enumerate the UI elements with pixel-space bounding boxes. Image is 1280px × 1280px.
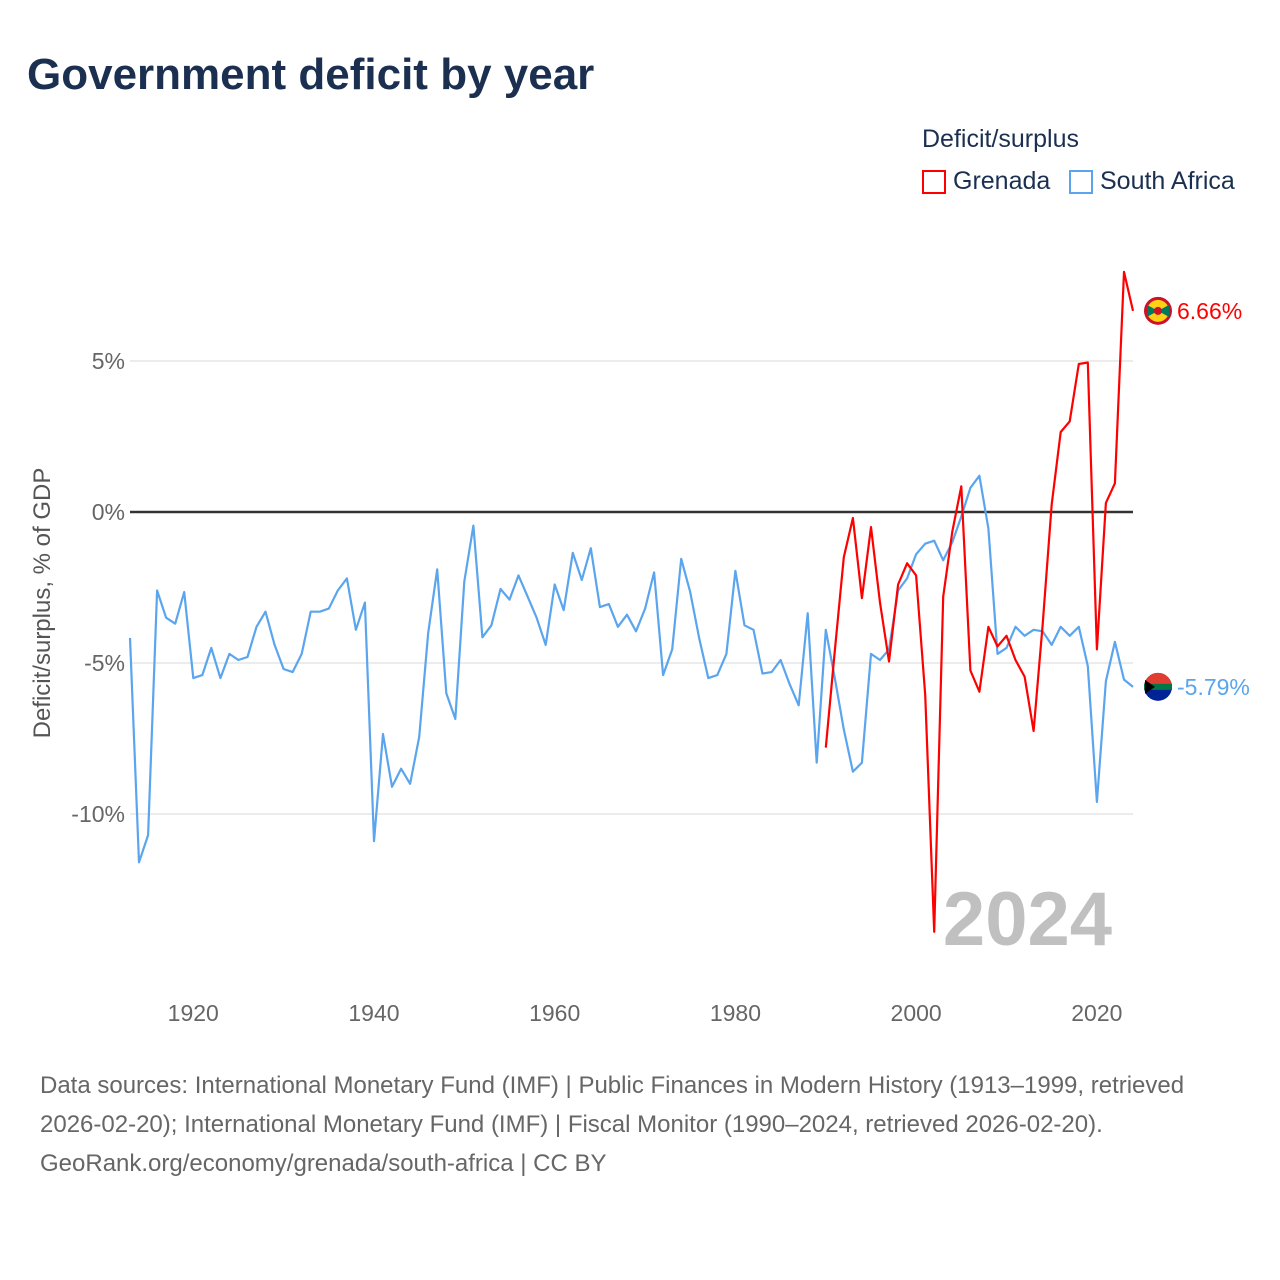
legend-label: Grenada [953, 167, 1051, 195]
x-tick-label: 2020 [1071, 1000, 1122, 1026]
legend-swatch-grenada [922, 169, 946, 194]
end-label-south-africa: -5.79% [1177, 674, 1250, 700]
footer: Data sources: International Monetary Fun… [40, 1066, 1240, 1183]
end-label-grenada: 6.66% [1177, 298, 1242, 324]
flag-grenada-icon [1144, 296, 1172, 325]
series-line-grenada[interactable] [824, 270, 1135, 933]
flag-south-africa-icon [1144, 672, 1172, 701]
legend-swatch-south-africa [1069, 169, 1093, 194]
legend-item-south-africa[interactable]: South Africa [1069, 167, 1235, 196]
data-sources: Data sources: International Monetary Fun… [40, 1072, 1185, 1138]
y-tick-label: 5% [92, 348, 125, 374]
series-line-south-africa[interactable] [128, 474, 1134, 864]
legend-title: Deficit/surplus [922, 125, 1079, 153]
legend-label: South Africa [1100, 167, 1235, 195]
year-watermark: 2024 [943, 877, 1112, 962]
chart-title: Government deficit by year [27, 50, 595, 99]
x-tick-label: 1940 [348, 1000, 399, 1026]
x-tick-label: 1920 [168, 1000, 219, 1026]
legend-item-grenada[interactable]: Grenada [922, 167, 1050, 196]
x-tick-label: 2000 [891, 1000, 942, 1026]
y-axis-title: Deficit/surplus, % of GDP [29, 468, 56, 739]
x-tick-label: 1960 [529, 1000, 580, 1026]
credit-link[interactable]: GeoRank.org/economy/grenada/south-africa… [40, 1150, 607, 1177]
x-tick-label: 1980 [710, 1000, 761, 1026]
y-tick-label: -10% [71, 801, 125, 827]
y-tick-label: 0% [92, 499, 125, 525]
y-tick-label: -5% [84, 650, 125, 676]
